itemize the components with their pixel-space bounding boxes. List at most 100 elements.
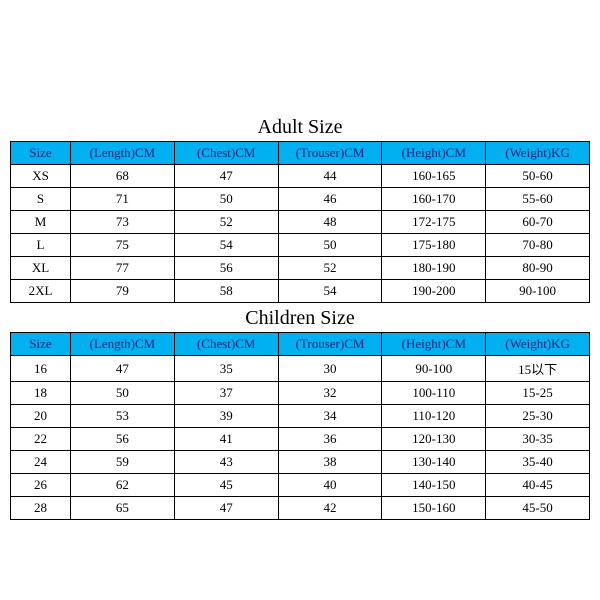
cell: 180-190	[382, 257, 486, 280]
children-title: Children Size	[10, 303, 590, 332]
cell: 46	[278, 188, 382, 211]
cell: 190-200	[382, 280, 486, 303]
cell: 32	[278, 382, 382, 405]
cell: 50	[71, 382, 175, 405]
cell: XL	[11, 257, 71, 280]
cell: 75	[71, 234, 175, 257]
table-row: 24 59 43 38 130-140 35-40	[11, 451, 590, 474]
cell: 100-110	[382, 382, 486, 405]
cell: 77	[71, 257, 175, 280]
children-header-row: Size (Length)CM (Chest)CM (Trouser)CM (H…	[11, 333, 590, 356]
adult-body: XS 68 47 44 160-165 50-60 S 71 50 46 160…	[11, 165, 590, 303]
adult-col-3: (Trouser)CM	[278, 142, 382, 165]
cell: 26	[11, 474, 71, 497]
cell: 54	[174, 234, 278, 257]
cell: 16	[11, 356, 71, 382]
table-row: 2XL 79 58 54 190-200 90-100	[11, 280, 590, 303]
cell: 15以下	[486, 356, 590, 382]
adult-col-1: (Length)CM	[71, 142, 175, 165]
adult-col-2: (Chest)CM	[174, 142, 278, 165]
cell: 42	[278, 497, 382, 520]
children-col-4: (Height)CM	[382, 333, 486, 356]
cell: 53	[71, 405, 175, 428]
cell: 90-100	[486, 280, 590, 303]
cell: 80-90	[486, 257, 590, 280]
cell: 140-150	[382, 474, 486, 497]
cell: 47	[174, 165, 278, 188]
cell: 15-25	[486, 382, 590, 405]
cell: 24	[11, 451, 71, 474]
table-row: L 75 54 50 175-180 70-80	[11, 234, 590, 257]
children-col-0: Size	[11, 333, 71, 356]
cell: 41	[174, 428, 278, 451]
cell: 52	[278, 257, 382, 280]
cell: 35	[174, 356, 278, 382]
cell: 56	[71, 428, 175, 451]
cell: 73	[71, 211, 175, 234]
cell: 68	[71, 165, 175, 188]
children-col-1: (Length)CM	[71, 333, 175, 356]
cell: 35-40	[486, 451, 590, 474]
cell: 65	[71, 497, 175, 520]
adult-table: Size (Length)CM (Chest)CM (Trouser)CM (H…	[10, 141, 590, 303]
cell: S	[11, 188, 71, 211]
cell: 2XL	[11, 280, 71, 303]
cell: 38	[278, 451, 382, 474]
adult-col-5: (Weight)KG	[486, 142, 590, 165]
cell: 62	[71, 474, 175, 497]
table-row: 22 56 41 36 120-130 30-35	[11, 428, 590, 451]
cell: 150-160	[382, 497, 486, 520]
table-row: M 73 52 48 172-175 60-70	[11, 211, 590, 234]
cell: 40-45	[486, 474, 590, 497]
table-row: 28 65 47 42 150-160 45-50	[11, 497, 590, 520]
cell: 50-60	[486, 165, 590, 188]
cell: 18	[11, 382, 71, 405]
cell: 60-70	[486, 211, 590, 234]
cell: 172-175	[382, 211, 486, 234]
children-col-5: (Weight)KG	[486, 333, 590, 356]
adult-col-4: (Height)CM	[382, 142, 486, 165]
cell: M	[11, 211, 71, 234]
cell: 79	[71, 280, 175, 303]
cell: XS	[11, 165, 71, 188]
cell: 30	[278, 356, 382, 382]
children-col-3: (Trouser)CM	[278, 333, 382, 356]
cell: L	[11, 234, 71, 257]
cell: 70-80	[486, 234, 590, 257]
children-body: 16 47 35 30 90-100 15以下 18 50 37 32 100-…	[11, 356, 590, 520]
cell: 34	[278, 405, 382, 428]
cell: 45-50	[486, 497, 590, 520]
table-row: S 71 50 46 160-170 55-60	[11, 188, 590, 211]
cell: 37	[174, 382, 278, 405]
children-col-2: (Chest)CM	[174, 333, 278, 356]
cell: 36	[278, 428, 382, 451]
cell: 47	[174, 497, 278, 520]
cell: 71	[71, 188, 175, 211]
cell: 55-60	[486, 188, 590, 211]
cell: 90-100	[382, 356, 486, 382]
cell: 160-170	[382, 188, 486, 211]
cell: 48	[278, 211, 382, 234]
table-row: XL 77 56 52 180-190 80-90	[11, 257, 590, 280]
cell: 130-140	[382, 451, 486, 474]
cell: 45	[174, 474, 278, 497]
adult-title: Adult Size	[10, 112, 590, 141]
cell: 120-130	[382, 428, 486, 451]
cell: 50	[278, 234, 382, 257]
table-row: 20 53 39 34 110-120 25-30	[11, 405, 590, 428]
cell: 54	[278, 280, 382, 303]
cell: 39	[174, 405, 278, 428]
adult-header-row: Size (Length)CM (Chest)CM (Trouser)CM (H…	[11, 142, 590, 165]
cell: 52	[174, 211, 278, 234]
cell: 20	[11, 405, 71, 428]
cell: 25-30	[486, 405, 590, 428]
cell: 28	[11, 497, 71, 520]
table-row: 26 62 45 40 140-150 40-45	[11, 474, 590, 497]
cell: 58	[174, 280, 278, 303]
table-row: 18 50 37 32 100-110 15-25	[11, 382, 590, 405]
cell: 59	[71, 451, 175, 474]
cell: 44	[278, 165, 382, 188]
cell: 110-120	[382, 405, 486, 428]
children-table: Size (Length)CM (Chest)CM (Trouser)CM (H…	[10, 332, 590, 520]
table-row: XS 68 47 44 160-165 50-60	[11, 165, 590, 188]
